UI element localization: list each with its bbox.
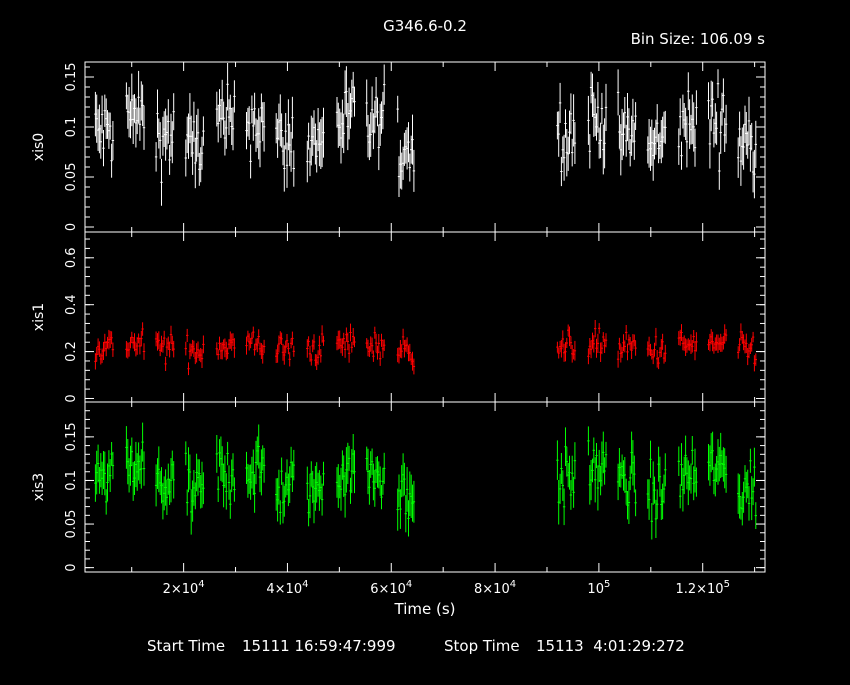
panel-frame-xis1 xyxy=(84,231,766,403)
x-axis-label: Time (s) xyxy=(394,600,456,618)
y-tick-label: 0.1 xyxy=(64,117,79,138)
x-tick-base: 4×10 xyxy=(266,582,302,597)
series-xis1 xyxy=(94,320,757,376)
x-tick-exponent: 4 xyxy=(198,579,204,590)
x-tick-exponent: 5 xyxy=(724,579,730,590)
x-tick-label: 1.2×105 xyxy=(675,579,729,597)
panel-xis1: 0 0.2 0.4 0.6 xis1 xyxy=(31,231,766,403)
panel-frame-xis3 xyxy=(84,401,766,573)
start-time-value: 15111 16:59:47:999 xyxy=(242,637,396,655)
stop-time-value: 15113 4:01:29:272 xyxy=(536,637,685,655)
y-axis-label-xis1: xis1 xyxy=(31,303,47,331)
x-tick-exponent: 5 xyxy=(604,579,610,590)
y-tick-label: 0.15 xyxy=(64,422,79,451)
bin-size-label: Bin Size: 106.09 s xyxy=(631,30,766,48)
chart-title: G346.6-0.2 xyxy=(383,17,467,35)
y-tick-label: 0 xyxy=(64,223,79,231)
x-tick-base: 2×10 xyxy=(163,582,199,597)
x-tick-base: 6×10 xyxy=(370,582,406,597)
y-tick-label: 0.15 xyxy=(64,63,79,92)
x-tick-label: 105 xyxy=(587,579,610,597)
x-axis-ticks: 2×104 4×104 6×104 8×104 105 1.2×105 xyxy=(163,579,730,597)
start-time-label: Start Time xyxy=(147,637,225,655)
y-tick-label: 0.05 xyxy=(64,510,79,539)
series-xis0 xyxy=(94,63,757,206)
y-tick-label: 0.1 xyxy=(64,470,79,491)
x-tick-label: 4×104 xyxy=(266,579,308,597)
panels-group: 0 0.05 0.1 0.15 xis0 0 0.2 0.4 0.6 xis1 0 0.05 0.1 0.… xyxy=(31,61,766,573)
x-tick-exponent: 4 xyxy=(302,579,308,590)
y-tick-label: 0 xyxy=(64,564,79,572)
x-tick-label: 2×104 xyxy=(163,579,205,597)
x-tick-base: 8×10 xyxy=(474,582,510,597)
panel-xis0: 0 0.05 0.1 0.15 xis0 xyxy=(31,61,766,233)
y-tick-label: 0.6 xyxy=(64,247,79,268)
x-tick-base: 10 xyxy=(587,582,604,597)
x-tick-base: 1.2×10 xyxy=(675,582,723,597)
y-axis-label-xis0: xis0 xyxy=(31,133,47,161)
y-tick-label: 0.2 xyxy=(64,341,79,362)
y-tick-label: 0.4 xyxy=(64,294,79,315)
stop-time-label: Stop Time xyxy=(444,637,520,655)
x-tick-exponent: 4 xyxy=(510,579,516,590)
x-tick-exponent: 4 xyxy=(406,579,412,590)
x-tick-label: 6×104 xyxy=(370,579,412,597)
y-tick-label: 0 xyxy=(64,394,79,402)
y-tick-label: 0.05 xyxy=(64,163,79,192)
series-xis3 xyxy=(94,422,757,540)
panel-xis3: 0 0.05 0.1 0.15 xis3 xyxy=(31,401,766,573)
y-axis-label-xis3: xis3 xyxy=(31,473,47,501)
x-tick-label: 8×104 xyxy=(474,579,516,597)
